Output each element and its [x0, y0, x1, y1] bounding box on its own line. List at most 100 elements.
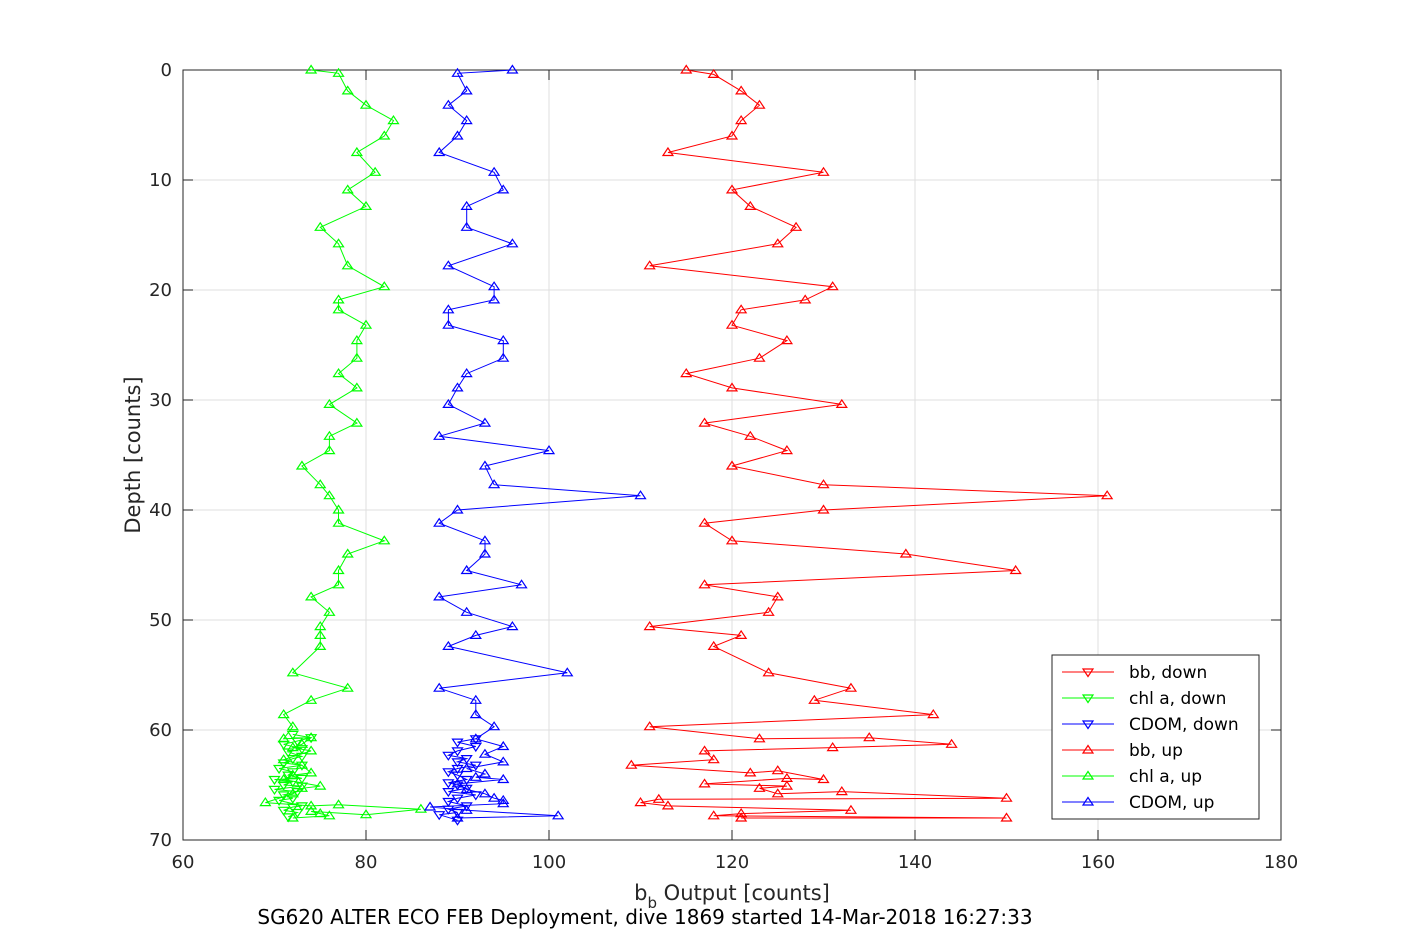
data-point	[497, 740, 510, 751]
y-tick-label: 60	[149, 720, 172, 741]
legend-entry: chl a, up	[1062, 767, 1202, 787]
data-point	[323, 398, 336, 408]
data-point	[744, 200, 757, 210]
data-point	[487, 479, 501, 489]
legend-entry: bb, up	[1062, 741, 1183, 761]
data-point	[341, 85, 354, 95]
x-tick-label: 80	[355, 852, 378, 873]
legend-entry: CDOM, up	[1062, 793, 1214, 813]
data-point	[817, 479, 830, 489]
data-point	[680, 64, 693, 74]
data-point	[304, 64, 318, 74]
data-point	[707, 640, 720, 651]
data-point	[487, 294, 501, 304]
data-point	[652, 793, 665, 803]
data-point	[259, 797, 272, 807]
data-point	[1000, 812, 1013, 822]
y-tick-label: 30	[149, 390, 172, 411]
data-point	[487, 721, 501, 731]
data-point	[332, 67, 345, 77]
data-point	[433, 811, 446, 821]
data-point	[414, 803, 428, 813]
data-point	[634, 490, 647, 500]
data-point	[332, 294, 345, 304]
data-point	[707, 810, 720, 820]
data-point	[725, 184, 739, 194]
data-point	[844, 804, 858, 814]
data-point	[844, 682, 858, 692]
data-point	[423, 801, 437, 811]
data-point	[460, 804, 473, 814]
data-point	[799, 294, 812, 304]
data-point	[1009, 564, 1022, 575]
series-layer	[259, 64, 1114, 826]
data-point	[835, 786, 848, 796]
data-point	[451, 738, 464, 748]
data-point	[506, 238, 519, 248]
data-point	[332, 238, 345, 248]
data-point	[332, 517, 345, 527]
data-point	[291, 808, 304, 819]
y-tick-label: 50	[149, 610, 172, 631]
data-point	[927, 709, 940, 719]
data-point	[487, 792, 501, 802]
legend-label: bb, up	[1129, 741, 1183, 761]
data-point	[350, 382, 363, 392]
legend-entry: bb, down	[1062, 663, 1207, 683]
legend-marker	[1081, 694, 1095, 704]
data-point	[808, 694, 821, 704]
data-point	[460, 564, 473, 575]
data-point	[295, 460, 309, 470]
data-point	[780, 445, 794, 455]
data-point	[378, 130, 391, 140]
data-point	[753, 733, 766, 743]
data-point	[286, 769, 299, 779]
data-point	[735, 808, 748, 818]
data-point	[433, 517, 446, 527]
series-line	[265, 69, 421, 819]
data-point	[442, 640, 455, 651]
data-point	[314, 221, 327, 231]
data-point	[899, 548, 912, 558]
data-point	[698, 517, 711, 527]
data-point	[497, 794, 510, 805]
data-point	[735, 115, 748, 125]
legend: bb, down chl a, down CDOM, down bb, up chl a…	[1051, 654, 1260, 820]
x-axis-label-subscript: b	[647, 894, 657, 912]
data-point	[332, 504, 345, 514]
data-point	[286, 730, 299, 740]
data-point	[771, 591, 784, 601]
series-line	[631, 69, 1108, 819]
data-point	[341, 184, 354, 194]
data-point	[323, 810, 336, 820]
data-point	[272, 764, 286, 775]
data-point	[286, 812, 299, 822]
data-point	[451, 812, 464, 822]
data-point	[789, 221, 803, 231]
data-point	[460, 762, 473, 773]
legend-label: CDOM, up	[1129, 793, 1214, 813]
data-point	[460, 85, 473, 95]
x-tick-label: 60	[172, 852, 195, 873]
data-point	[826, 742, 839, 752]
data-point	[442, 779, 455, 789]
data-point	[497, 798, 510, 808]
data-point	[506, 64, 519, 74]
series-4	[259, 64, 428, 822]
data-point	[735, 629, 748, 640]
data-point	[304, 694, 318, 704]
data-point	[698, 745, 711, 755]
data-point	[341, 260, 354, 270]
data-point	[460, 115, 473, 125]
data-point	[433, 430, 446, 440]
data-point	[469, 694, 482, 704]
data-point	[780, 772, 794, 783]
data-point	[359, 200, 373, 210]
data-point	[497, 352, 510, 362]
series-3	[625, 64, 1114, 822]
legend-label: chl a, up	[1129, 767, 1202, 787]
data-point	[442, 260, 455, 270]
data-point	[460, 368, 473, 378]
data-point	[286, 768, 299, 778]
